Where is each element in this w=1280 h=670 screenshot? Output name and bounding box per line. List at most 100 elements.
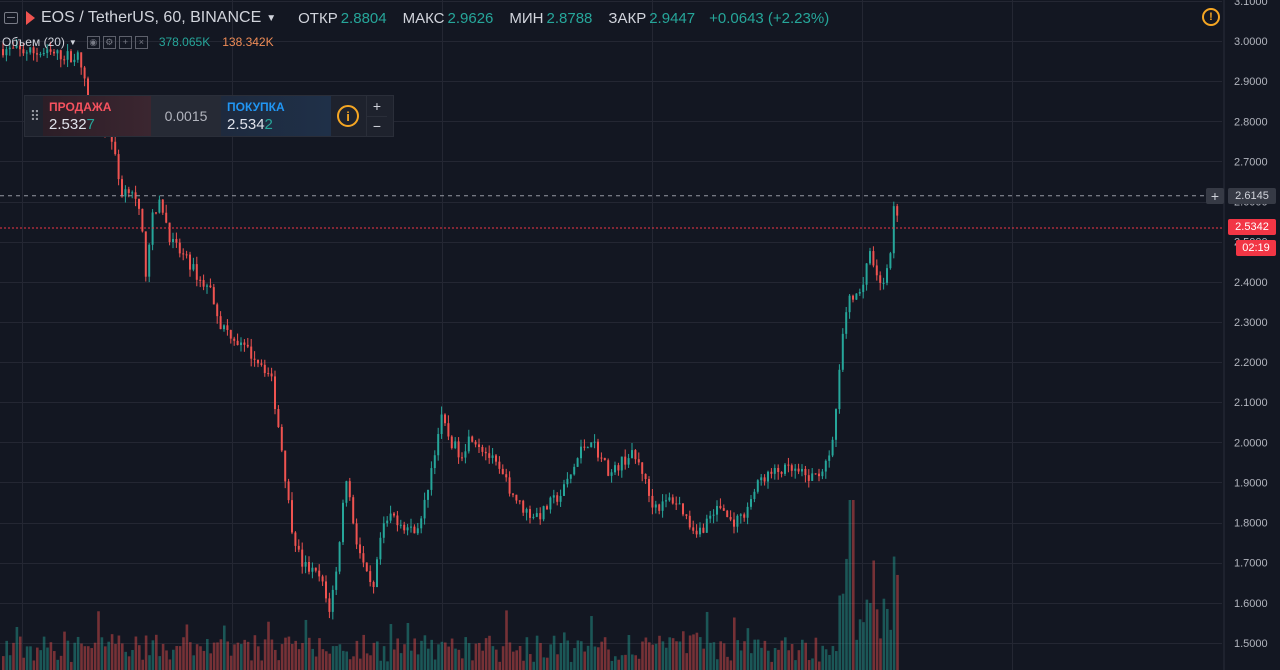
volume-bar bbox=[107, 641, 110, 670]
volume-bar bbox=[780, 640, 784, 670]
volume-bar bbox=[736, 640, 739, 670]
volume-bar bbox=[607, 649, 610, 670]
decrease-button[interactable]: − bbox=[367, 115, 387, 137]
candle-body bbox=[321, 576, 324, 582]
volume-bar bbox=[478, 642, 481, 670]
add-icon[interactable]: + bbox=[118, 35, 132, 49]
candle-body bbox=[19, 45, 21, 50]
volume-bar bbox=[784, 637, 787, 670]
volume-bar bbox=[144, 635, 148, 670]
volume-value-1: 378.065K bbox=[158, 35, 211, 49]
add-order-icon[interactable]: + bbox=[1206, 188, 1224, 204]
close-icon[interactable]: × bbox=[134, 35, 148, 49]
volume-bar bbox=[131, 649, 134, 670]
candle-body bbox=[430, 468, 433, 490]
volume-bar bbox=[386, 661, 389, 670]
volume-bar bbox=[304, 619, 308, 670]
volume-bar bbox=[542, 657, 546, 670]
drag-handle-icon[interactable]: ⠿ bbox=[29, 107, 40, 124]
candle-body bbox=[600, 457, 603, 459]
candle-body bbox=[165, 212, 168, 223]
volume-bar bbox=[318, 638, 321, 670]
candle-body bbox=[141, 208, 144, 232]
volume-bar bbox=[195, 644, 199, 670]
candle-body bbox=[546, 506, 548, 510]
buy-button[interactable]: ПОКУПКА 2.5342 bbox=[221, 96, 331, 136]
candle-body bbox=[787, 464, 790, 466]
candle-body bbox=[603, 457, 606, 461]
candle-body bbox=[590, 442, 593, 448]
candle-body bbox=[209, 285, 212, 288]
high-value: 2.9626 bbox=[447, 9, 494, 27]
candle-body bbox=[257, 359, 259, 364]
visibility-icon[interactable]: ◉ bbox=[86, 35, 100, 49]
candle-body bbox=[518, 500, 521, 502]
settings-icon[interactable]: ⚙ bbox=[102, 35, 116, 49]
info-icon[interactable]: i bbox=[337, 105, 359, 127]
candle-body bbox=[807, 475, 810, 481]
volume-label[interactable]: Объем (20) bbox=[2, 35, 65, 49]
chevron-down-icon[interactable]: ▼ bbox=[68, 37, 77, 47]
collapse-icon[interactable] bbox=[4, 12, 18, 24]
sell-button[interactable]: ПРОДАЖА 2.5327 bbox=[43, 96, 151, 136]
candle-body bbox=[121, 179, 123, 197]
alert-icon[interactable]: ! bbox=[1202, 8, 1220, 26]
candle-body bbox=[454, 441, 457, 449]
volume-bar bbox=[831, 646, 835, 670]
buy-price-tail: 2 bbox=[264, 116, 273, 133]
volume-bar bbox=[450, 638, 454, 670]
volume-bar bbox=[869, 602, 872, 670]
candle-body bbox=[70, 51, 72, 63]
volume-bar bbox=[474, 643, 478, 670]
candle-body bbox=[736, 515, 739, 527]
volume-bar bbox=[2, 656, 5, 670]
volume-bar bbox=[529, 654, 532, 670]
candle-body bbox=[828, 455, 831, 461]
chevron-down-icon[interactable]: ▼ bbox=[266, 12, 277, 24]
candle-body bbox=[294, 532, 297, 546]
volume-bar bbox=[246, 641, 250, 670]
candle-body bbox=[668, 497, 671, 501]
candle-body bbox=[726, 510, 729, 518]
volume-bar bbox=[104, 646, 107, 670]
volume-bar bbox=[287, 636, 291, 670]
quantity-stepper: + − bbox=[366, 96, 387, 136]
candle-body bbox=[450, 436, 453, 449]
price-tick-label: 2.0000 bbox=[1234, 437, 1268, 449]
candle-body bbox=[253, 358, 256, 360]
increase-button[interactable]: + bbox=[372, 97, 382, 114]
volume-bar bbox=[614, 656, 617, 670]
price-tick-label: 2.3000 bbox=[1234, 317, 1268, 329]
candle-body bbox=[427, 489, 429, 500]
candle-body bbox=[552, 495, 555, 498]
volume-bar bbox=[240, 644, 243, 670]
candle-body bbox=[63, 59, 66, 61]
volume-bar bbox=[301, 643, 304, 670]
volume-bar bbox=[488, 635, 491, 670]
volume-bar bbox=[413, 638, 416, 670]
volume-bar bbox=[712, 642, 716, 670]
volume-bar bbox=[454, 648, 457, 670]
volume-bar bbox=[178, 646, 182, 670]
candle-body bbox=[39, 54, 42, 56]
candle-body bbox=[29, 47, 32, 53]
candle-body bbox=[83, 67, 86, 79]
symbol-title[interactable]: EOS / TetherUS, 60, BINANCE bbox=[41, 9, 262, 26]
volume-bar bbox=[447, 646, 450, 670]
volume-bar bbox=[274, 649, 277, 670]
volume-bar bbox=[828, 654, 831, 670]
candle-body bbox=[566, 478, 569, 485]
volume-bar bbox=[627, 635, 631, 670]
spread-value: 0.0015 bbox=[151, 96, 221, 136]
volume-bar bbox=[807, 660, 811, 670]
volume-bar bbox=[97, 611, 100, 670]
candle-body bbox=[413, 526, 416, 534]
candle-body bbox=[461, 457, 463, 459]
volume-bar bbox=[678, 641, 682, 670]
candle-body bbox=[624, 456, 627, 465]
volume-bar bbox=[352, 656, 355, 670]
volume-bar bbox=[892, 556, 896, 670]
volume-bar bbox=[172, 649, 175, 670]
candle-body bbox=[270, 373, 273, 377]
